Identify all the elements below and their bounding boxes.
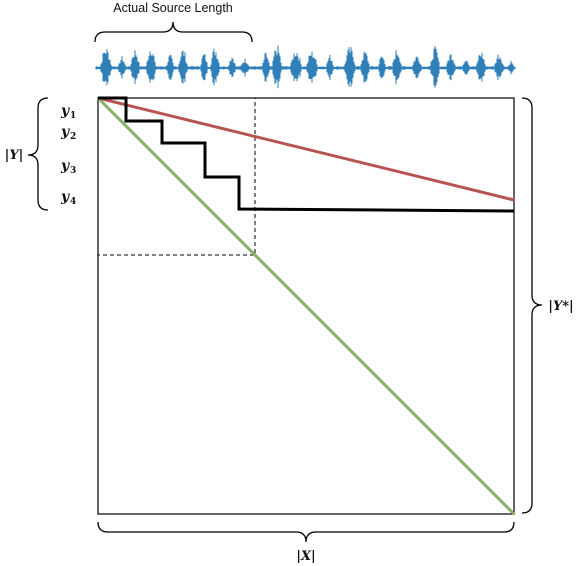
audio-waveform [95,45,516,89]
y-label-3: y 3 [60,158,76,176]
red-diagonal-line [97,96,515,202]
svg-text:4: 4 [70,197,76,207]
top-brace [94,21,253,43]
alignment-matrix-frame [97,97,515,515]
label-x-length: |X| [296,549,316,564]
svg-text:3: 3 [70,166,76,176]
bottom-brace [97,521,515,543]
y-label-4: y 4 [60,189,76,207]
y-label-2: y 2 [60,124,76,142]
label-y-star-length: |Y*| [548,299,574,314]
svg-text:y: y [60,158,70,174]
actual-source-region-box [97,97,256,256]
waveform-trace [95,45,516,89]
green-diagonal-line [96,96,516,516]
svg-text:y: y [60,189,70,205]
svg-text:1: 1 [70,111,76,121]
alignment-staircase-path [98,96,515,213]
left-brace [27,97,49,211]
right-brace [521,97,543,514]
caption-actual-source-length: Actual Source Length [113,1,233,15]
svg-text:y: y [60,103,70,119]
svg-text:y: y [60,124,70,140]
y-label-1: y 1 [60,103,76,121]
label-y-length: |Y| [5,148,24,163]
svg-text:2: 2 [70,132,76,142]
